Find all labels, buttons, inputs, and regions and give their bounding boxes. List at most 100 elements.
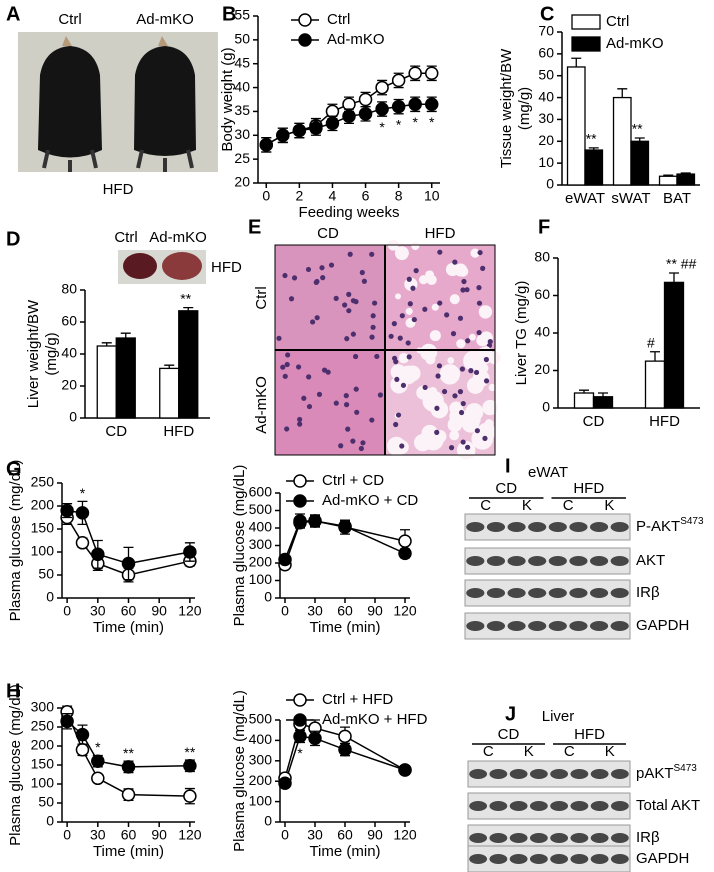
blot-band bbox=[469, 833, 488, 843]
x-tick-label: 90 bbox=[367, 827, 383, 843]
blot-band bbox=[509, 854, 528, 864]
blot-band bbox=[570, 769, 589, 779]
y-tick-label: 50 bbox=[234, 31, 250, 47]
y-axis-title: (mg/g) bbox=[516, 87, 533, 130]
annotation: * bbox=[80, 485, 86, 501]
point bbox=[91, 754, 105, 768]
nucleus bbox=[448, 445, 455, 451]
blot-band bbox=[610, 801, 629, 811]
y-tick-label: 0 bbox=[542, 399, 550, 415]
x-tick-label: 0 bbox=[281, 603, 289, 619]
point bbox=[75, 536, 90, 550]
blot-band bbox=[590, 854, 609, 864]
point bbox=[91, 771, 105, 786]
y-tick-label: 100 bbox=[249, 571, 273, 587]
blot-band bbox=[569, 588, 588, 598]
nucleus bbox=[434, 405, 440, 411]
legs bbox=[42, 149, 98, 172]
nucleus bbox=[400, 382, 407, 388]
y-tick-label: 400 bbox=[249, 519, 273, 535]
x-tick-label: 120 bbox=[178, 827, 202, 843]
error-bar bbox=[120, 332, 131, 338]
y-tick-label: 20 bbox=[234, 174, 250, 190]
nucleus bbox=[377, 392, 383, 398]
point bbox=[308, 731, 322, 746]
blot-band bbox=[569, 556, 588, 566]
histology-field bbox=[275, 350, 385, 455]
x-tick-label: BAT bbox=[663, 190, 691, 207]
legend-label: Ad-mKO bbox=[327, 31, 385, 48]
lipid-droplet bbox=[476, 334, 489, 347]
x-tick-label: 0 bbox=[281, 827, 289, 843]
nucleus bbox=[343, 393, 349, 399]
nucleus bbox=[301, 395, 307, 401]
blot-band bbox=[610, 522, 629, 532]
legend-label: Ctrl bbox=[327, 11, 350, 28]
nucleus bbox=[483, 378, 490, 384]
x-tick-label: 120 bbox=[393, 827, 417, 843]
nucleus bbox=[458, 409, 465, 416]
y-tick-label: 50 bbox=[38, 794, 54, 810]
lipid-droplet bbox=[470, 248, 480, 258]
nucleus bbox=[413, 268, 419, 274]
x-tick-label: 2 bbox=[295, 188, 303, 204]
diet-label: HFD bbox=[211, 259, 242, 276]
panel-letter: J bbox=[505, 703, 516, 725]
row-label-text: IRβ bbox=[636, 584, 660, 601]
point bbox=[391, 99, 406, 114]
y-tick-label: 20 bbox=[61, 377, 77, 393]
nucleus bbox=[370, 313, 376, 319]
y-tick-label: 0 bbox=[46, 813, 54, 829]
nucleus bbox=[333, 295, 339, 301]
point bbox=[398, 534, 412, 548]
blot-band bbox=[610, 769, 629, 779]
diet-label: HFD bbox=[103, 181, 134, 198]
row-label-text: P-AKT bbox=[636, 518, 680, 535]
point bbox=[276, 128, 290, 143]
nucleus bbox=[347, 251, 353, 257]
bar bbox=[612, 96, 632, 186]
nucleus bbox=[370, 324, 376, 330]
row-label-text: GAPDH bbox=[636, 617, 689, 634]
panel-letter: D bbox=[6, 228, 20, 250]
nucleus bbox=[444, 312, 450, 318]
bar bbox=[178, 310, 199, 419]
group-label: Ctrl bbox=[58, 11, 81, 28]
nucleus bbox=[483, 356, 489, 363]
ear bbox=[62, 36, 72, 46]
x-axis-title: Time (min) bbox=[93, 843, 164, 860]
lane-label: C bbox=[480, 497, 491, 514]
bar bbox=[584, 149, 604, 186]
y-tick-label: 40 bbox=[534, 324, 550, 340]
lane-label: C bbox=[483, 743, 494, 760]
x-tick-label: 6 bbox=[362, 188, 370, 204]
y-tick-label: 200 bbox=[249, 772, 273, 788]
point bbox=[60, 503, 74, 518]
point bbox=[309, 121, 323, 135]
point bbox=[375, 80, 389, 95]
blot-band bbox=[509, 769, 528, 779]
lane-label: C bbox=[564, 743, 575, 760]
blot-band bbox=[570, 854, 589, 864]
point bbox=[278, 776, 292, 790]
blot-band bbox=[507, 522, 526, 532]
x-tick-label: CD bbox=[583, 413, 605, 430]
y-tick-label: 80 bbox=[534, 249, 550, 265]
nucleus bbox=[350, 331, 356, 337]
nucleus bbox=[436, 363, 443, 369]
point bbox=[424, 66, 439, 81]
blot-title: Liver bbox=[542, 708, 575, 725]
nucleus bbox=[306, 374, 312, 380]
point bbox=[293, 514, 307, 528]
y-tick-label: 20 bbox=[534, 361, 550, 377]
nucleus bbox=[397, 335, 403, 341]
y-tick-label: 60 bbox=[534, 286, 550, 302]
nucleus bbox=[276, 335, 282, 341]
mouse-ko bbox=[134, 46, 196, 156]
nucleus bbox=[358, 445, 364, 452]
nucleus bbox=[434, 429, 440, 435]
blot-band bbox=[466, 522, 485, 532]
row-label-text: AKT bbox=[636, 552, 665, 569]
y-tick-label: 0 bbox=[264, 589, 272, 605]
y-axis-title: (mg/g) bbox=[43, 332, 60, 375]
